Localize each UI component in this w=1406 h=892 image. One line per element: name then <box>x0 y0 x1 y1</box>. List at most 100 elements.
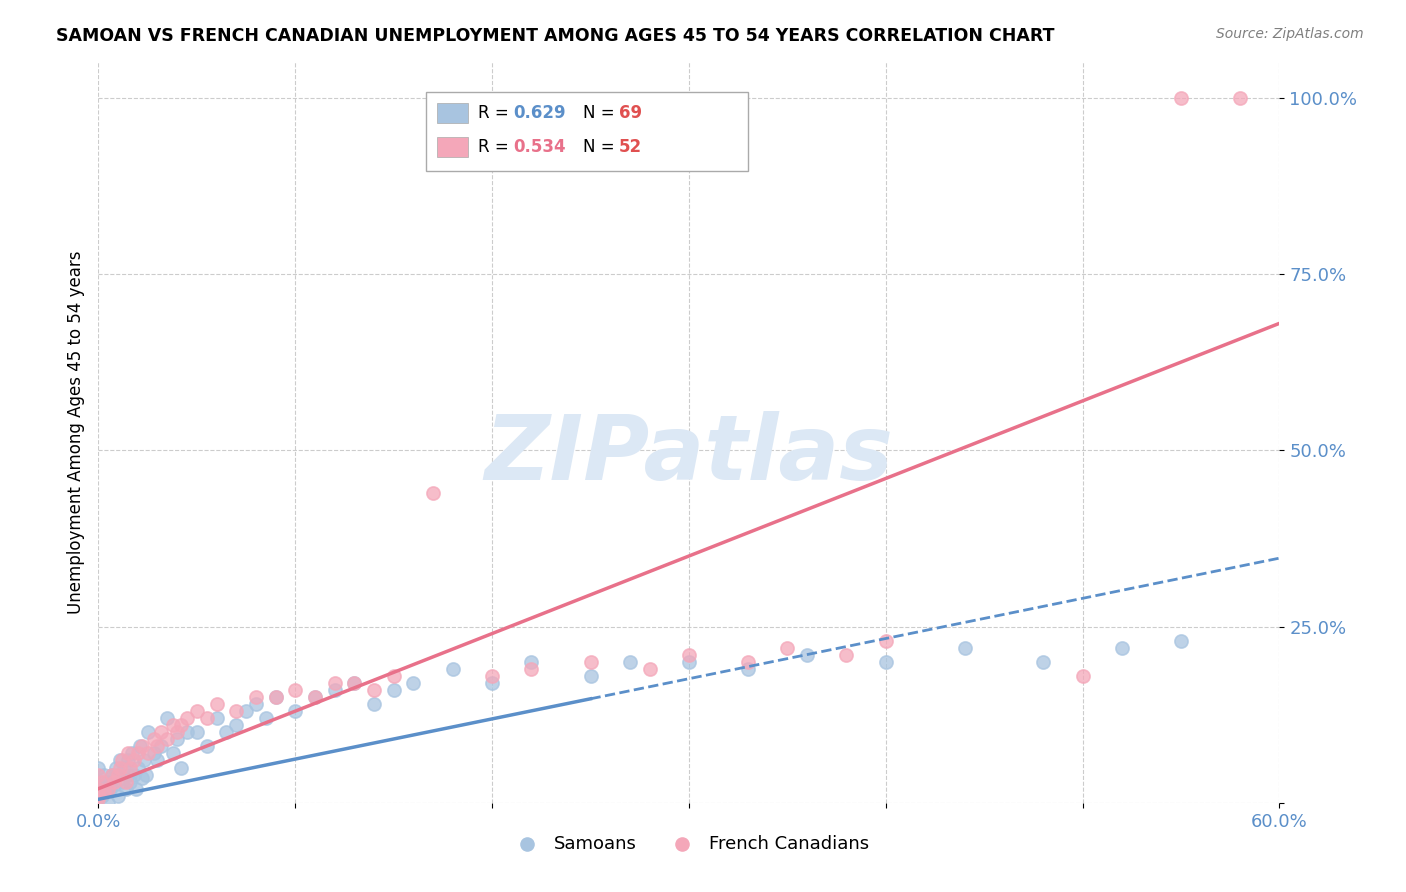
Point <box>150 739 173 754</box>
Point <box>87 778 110 792</box>
Text: 0.629: 0.629 <box>513 104 565 122</box>
Text: Source: ZipAtlas.com: Source: ZipAtlas.com <box>1216 27 1364 41</box>
Point <box>166 725 188 739</box>
Point <box>875 655 897 669</box>
Point <box>93 767 115 781</box>
Point <box>166 732 188 747</box>
Point <box>156 711 179 725</box>
Point <box>91 789 114 803</box>
Point <box>638 662 661 676</box>
Point <box>97 781 120 796</box>
Point <box>128 739 150 754</box>
Point <box>87 781 110 796</box>
Point <box>323 683 346 698</box>
Point <box>215 725 238 739</box>
Point <box>132 754 155 768</box>
Legend: Samoans, French Canadians: Samoans, French Canadians <box>502 828 876 861</box>
Point <box>776 640 799 655</box>
Point <box>97 774 120 789</box>
Point <box>98 781 121 796</box>
Point <box>97 796 120 810</box>
Point <box>835 648 858 662</box>
Point <box>93 785 115 799</box>
Point <box>1111 640 1133 655</box>
Point <box>87 774 110 789</box>
Point <box>122 754 145 768</box>
Point <box>619 655 641 669</box>
Point <box>122 767 145 781</box>
Point <box>170 760 193 774</box>
Point <box>131 739 153 754</box>
Point <box>402 676 425 690</box>
Point <box>579 655 602 669</box>
Point <box>284 704 307 718</box>
Text: ZIPatlas: ZIPatlas <box>485 411 893 499</box>
Text: 0.534: 0.534 <box>513 138 565 156</box>
Point <box>136 725 159 739</box>
Point <box>117 747 139 761</box>
Point <box>146 739 169 754</box>
Point <box>205 697 228 711</box>
Point <box>162 718 184 732</box>
Point <box>1032 655 1054 669</box>
Point <box>1229 91 1251 105</box>
Point <box>112 760 135 774</box>
Point <box>343 676 366 690</box>
Point <box>304 690 326 704</box>
Point <box>1170 633 1192 648</box>
Point <box>678 655 700 669</box>
Point <box>195 711 218 725</box>
Point <box>245 690 267 704</box>
Text: SAMOAN VS FRENCH CANADIAN UNEMPLOYMENT AMONG AGES 45 TO 54 YEARS CORRELATION CHA: SAMOAN VS FRENCH CANADIAN UNEMPLOYMENT A… <box>56 27 1054 45</box>
Point <box>96 781 118 796</box>
Point <box>108 760 131 774</box>
Text: R =: R = <box>478 138 515 156</box>
Point <box>156 732 179 747</box>
Point <box>186 725 208 739</box>
Point <box>235 704 257 718</box>
Point <box>111 754 134 768</box>
Point <box>87 789 110 803</box>
Point <box>737 662 759 676</box>
Point <box>363 683 385 698</box>
Point <box>382 683 405 698</box>
Point <box>264 690 287 704</box>
Point <box>150 725 173 739</box>
Point <box>142 732 165 747</box>
Point <box>323 676 346 690</box>
Text: 69: 69 <box>619 104 641 122</box>
Point <box>105 760 128 774</box>
Point <box>481 669 503 683</box>
Point <box>481 676 503 690</box>
Point <box>176 725 198 739</box>
Point <box>118 774 141 789</box>
Point <box>107 767 129 781</box>
Point <box>127 747 149 761</box>
Point <box>108 754 131 768</box>
Text: N =: N = <box>583 138 620 156</box>
Point <box>520 662 543 676</box>
Point <box>264 690 287 704</box>
Point <box>103 774 125 789</box>
Point <box>118 760 141 774</box>
Point <box>87 789 110 803</box>
Point <box>87 792 110 806</box>
Point <box>875 633 897 648</box>
Point <box>195 739 218 754</box>
Point <box>1170 91 1192 105</box>
Point <box>245 697 267 711</box>
Point <box>170 718 193 732</box>
Point <box>117 767 139 781</box>
Point <box>127 760 149 774</box>
Text: R =: R = <box>478 104 515 122</box>
Point <box>131 771 153 785</box>
Point <box>343 676 366 690</box>
Point <box>87 767 110 781</box>
Point <box>91 774 114 789</box>
Point <box>225 718 247 732</box>
Point <box>254 711 277 725</box>
Point <box>87 760 110 774</box>
Point <box>103 778 125 792</box>
Point <box>186 704 208 718</box>
Point <box>678 648 700 662</box>
